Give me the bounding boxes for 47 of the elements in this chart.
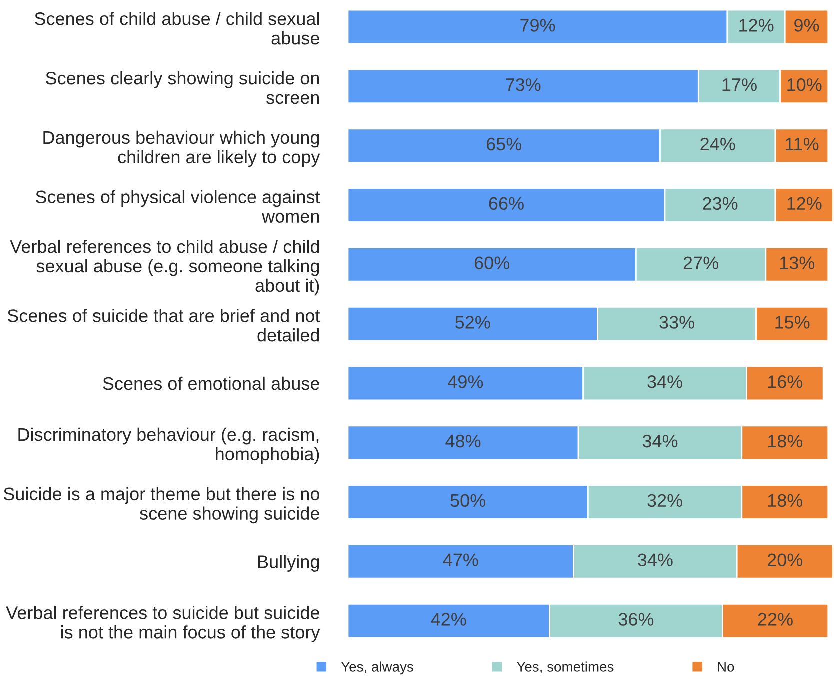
y-tick-label: Bullying [258,555,320,572]
y-tick-label: Scenes of physical violence against women [36,190,320,223]
y-tick-label: Verbal references to suicide but suicide is not the main focus of the story [6,606,320,642]
y-tick-label: Discriminatory behaviour (e.g. racism, homophobia) [18,428,320,464]
data-label: 18% [768,434,803,448]
data-label: 16% [768,376,803,388]
data-label: 12% [788,197,822,210]
data-label: 50% [450,494,486,508]
data-label: 52% [456,316,490,329]
y-tick-label: Scenes of child abuse / child sexual abuse [35,12,320,45]
legend-label: No [718,662,734,672]
data-label: 32% [648,494,682,508]
y-tick-label: Scenes of suicide that are brief and not detailed [8,309,320,342]
data-label: 66% [489,197,524,210]
data-label: 47% [443,554,478,566]
data-label: 9% [794,19,820,32]
data-label: 33% [660,316,694,329]
data-label: 22% [758,613,793,626]
data-label: 27% [684,256,718,270]
data-label: 34% [642,434,678,448]
data-label: 20% [768,554,803,567]
data-label: 34% [648,376,682,388]
data-label: 73% [506,78,541,92]
data-label: 79% [520,19,556,32]
legend-label: Yes, sometimes [517,662,614,674]
data-label: 23% [703,197,738,210]
data-label: 34% [638,554,673,567]
legend-label: Yes, always [341,662,414,675]
data-label: 42% [431,613,466,626]
data-label: 49% [448,376,484,388]
data-label: 10% [788,78,822,92]
y-tick-label: Suicide is a major theme but there is no scene showing suicide [4,487,320,524]
data-label: 65% [486,138,522,151]
data-label: 36% [618,613,654,626]
data-label: 12% [740,19,774,32]
data-label: 48% [446,434,481,448]
data-label: 60% [474,256,510,270]
data-label: 11% [786,138,819,151]
data-label: 15% [776,316,810,329]
y-tick-label: Scenes clearly showing suicide on screen [46,71,320,104]
data-label: 24% [700,138,736,151]
data-label: 17% [722,78,757,92]
data-label: 13% [780,256,815,270]
y-tick-label: Dangerous behaviour which young children are likely to copy [44,130,320,168]
y-tick-label: Verbal references to child abuse / child sexual abuse (e.g. someone talking about it) [10,240,320,296]
data-label: 18% [768,494,803,508]
y-tick-label: Scenes of emotional abuse [103,376,320,390]
